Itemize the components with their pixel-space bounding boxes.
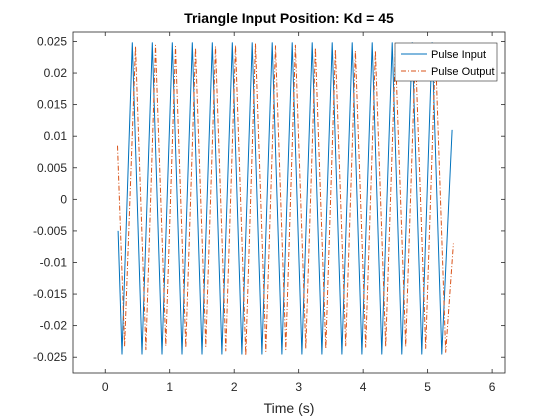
x-tick-label: 2	[231, 380, 238, 394]
y-tick-label: 0.005	[37, 161, 67, 175]
legend-items: Pulse Input Pulse Output	[401, 49, 495, 78]
y-tick-label: -0.005	[33, 224, 67, 238]
y-tick-label: 0	[60, 192, 67, 206]
x-tick-label: 1	[166, 380, 173, 394]
x-tick-label: 0	[102, 380, 109, 394]
y-tick-label: 0.015	[37, 98, 67, 112]
tick-layer: 0 1 2 3 4 5 6 -0.025 -0.02 -0.015 -0.01 -0.005 0 0.00…	[33, 32, 505, 394]
legend-label-1: Pulse Input	[431, 49, 486, 61]
legend-box	[394, 42, 498, 82]
y-tick-label: 0.025	[37, 34, 67, 48]
y-tick-label: -0.01	[40, 255, 68, 269]
legend-label-2: Pulse Output	[431, 66, 495, 78]
x-tick-label: 4	[360, 380, 367, 394]
plot-area	[73, 32, 505, 373]
series-line-1	[117, 42, 453, 355]
x-tick-label: 6	[489, 380, 496, 394]
x-tick-label: 3	[295, 380, 302, 394]
y-tick-label: -0.025	[33, 350, 67, 364]
series-layer	[117, 42, 454, 356]
series-line-2	[117, 43, 454, 356]
plot-frame	[72, 31, 506, 374]
y-tick-label: -0.015	[33, 287, 67, 301]
x-axis-label: Time (s)	[264, 400, 315, 416]
y-tick-label: -0.02	[40, 319, 68, 333]
chart-title: Triangle Input Position: Kd = 45	[184, 10, 394, 26]
legend: Pulse Input Pulse Output	[394, 42, 498, 82]
x-tick-label: 5	[424, 380, 431, 394]
y-tick-label: 0.01	[44, 129, 68, 143]
y-tick-label: 0.02	[44, 66, 68, 80]
